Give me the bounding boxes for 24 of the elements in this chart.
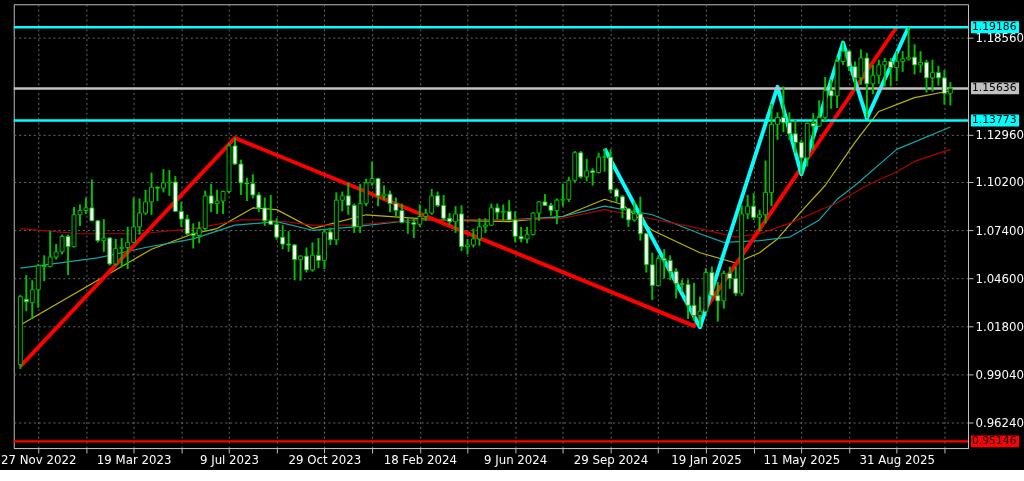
- x-tick-label: 27 Nov 2022: [1, 453, 77, 468]
- y-tick-label: 1.10200: [975, 175, 1024, 190]
- y-tick-label: 1.01800: [975, 320, 1024, 335]
- y-tick-label: 1.12960: [975, 127, 1024, 142]
- ref-line-label: 0.95146: [971, 434, 1017, 448]
- y-tick-label: 0.99040: [975, 367, 1024, 382]
- line-series: [19, 126, 951, 269]
- ref-line-label: 1.13773: [971, 113, 1017, 127]
- ref-line-label: 1.19186: [971, 20, 1017, 34]
- x-tick-label: 9 Jun 2024: [484, 453, 548, 468]
- y-tick-label: 1.07400: [975, 223, 1024, 238]
- x-tick-label: 29 Oct 2023: [288, 453, 362, 468]
- y-tick-label: 1.04600: [975, 271, 1024, 286]
- line-series: [19, 148, 951, 238]
- x-tick-label: 19 Mar 2023: [96, 453, 172, 468]
- y-tick-label: 1.18560: [975, 31, 1024, 46]
- x-tick-label: 29 Sep 2024: [573, 453, 649, 468]
- x-tick-label: 11 May 2025: [763, 453, 841, 468]
- y-tick-label: 0.96240: [975, 415, 1024, 430]
- x-tick-label: 31 Aug 2025: [859, 453, 935, 468]
- x-tick-label: 19 Jan 2025: [671, 453, 742, 468]
- x-tick-label: 9 Jul 2023: [199, 453, 260, 468]
- ref-line-label: 1.15636: [971, 81, 1017, 95]
- x-tick-label: 18 Feb 2024: [383, 453, 457, 468]
